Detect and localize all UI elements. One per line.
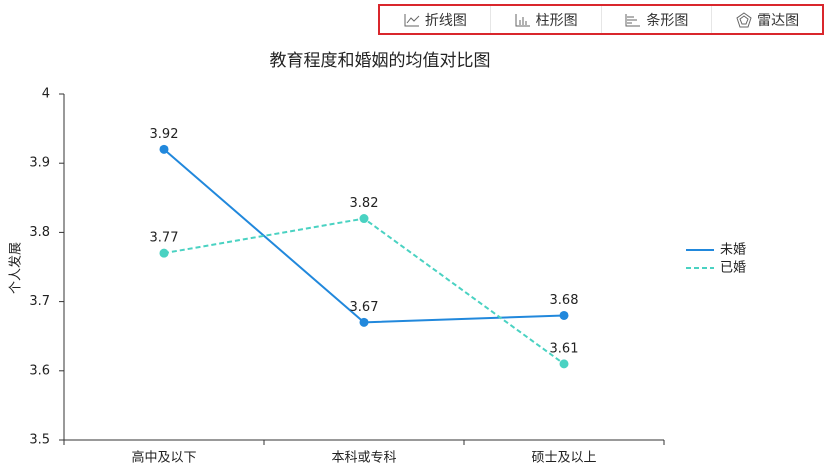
line-icon [404, 13, 420, 26]
button-label: 柱形图 [535, 12, 578, 29]
button-label: 折线图 [424, 12, 467, 29]
button-label: 条形图 [646, 12, 689, 29]
column-icon [515, 13, 530, 26]
data-label: 3.61 [550, 341, 579, 356]
legend-label: 已婚 [720, 261, 746, 276]
y-tick-label: 3.8 [29, 225, 50, 240]
data-label: 3.68 [550, 293, 579, 308]
button-label: 雷达图 [757, 12, 800, 29]
y-tick-label: 4 [42, 87, 50, 102]
data-point [359, 214, 369, 224]
y-tick-label: 3.7 [29, 294, 50, 309]
data-point [359, 317, 369, 327]
toolbar: 折线图 柱形图 条形图 雷达图 [378, 4, 824, 35]
series-line [163, 217, 565, 365]
data-label: 3.67 [350, 300, 379, 315]
line-button[interactable]: 折线图 [380, 6, 490, 33]
series-line [163, 148, 565, 324]
x-tick-label: 硕士及以上 [531, 451, 596, 466]
radar-button[interactable]: 雷达图 [711, 6, 822, 33]
chart-title: 教育程度和婚姻的均值对比图 [270, 51, 491, 71]
bar-icon [625, 13, 641, 26]
y-axis-label: 个人发展 [8, 242, 24, 294]
data-label: 3.92 [150, 127, 179, 142]
column-button[interactable]: 柱形图 [489, 6, 601, 33]
legend-label: 未婚 [720, 243, 746, 258]
x-tick-label: 高中及以下 [131, 450, 196, 466]
data-point [159, 248, 169, 258]
data-point [559, 310, 569, 320]
data-point [159, 144, 169, 154]
data-point [559, 359, 569, 369]
data-label: 3.82 [350, 196, 379, 211]
y-tick-label: 3.9 [29, 156, 50, 171]
data-label: 3.77 [150, 231, 179, 246]
bar-button[interactable]: 条形图 [600, 6, 712, 33]
x-tick-label: 本科或专科 [331, 451, 396, 466]
radar-icon [736, 11, 752, 27]
y-tick-label: 3.5 [29, 433, 50, 448]
y-tick-label: 3.6 [29, 363, 50, 378]
